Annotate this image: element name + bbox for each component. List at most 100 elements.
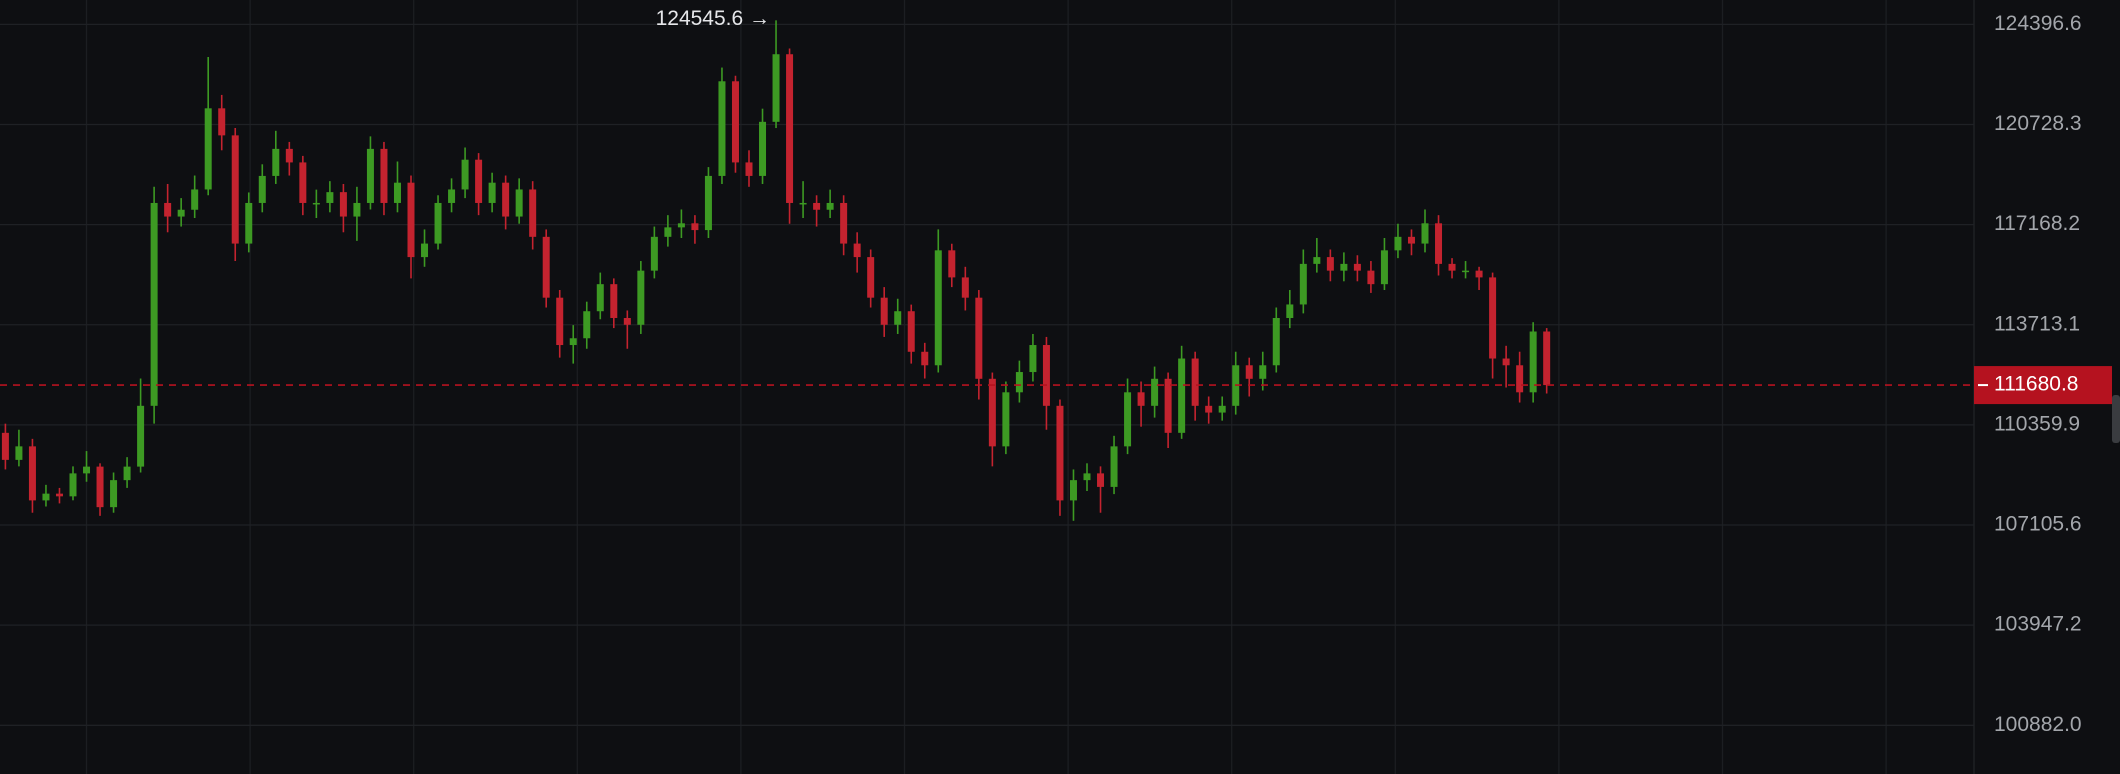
candle-body: [1340, 263, 1348, 271]
candle-body: [867, 257, 875, 298]
vertical-grid: [85, 0, 1887, 774]
candle-body: [164, 202, 172, 217]
candle-body: [1178, 358, 1186, 433]
candle-body: [434, 202, 442, 244]
candle-body: [1326, 257, 1334, 271]
candle-body: [380, 148, 388, 203]
candle-body: [1272, 317, 1280, 366]
candle-body: [28, 446, 36, 501]
candle-body: [475, 159, 483, 203]
candle-body: [759, 121, 767, 176]
candle-body: [894, 311, 902, 325]
candle-body: [1042, 345, 1050, 406]
candle-body: [1151, 378, 1159, 406]
candle-body: [1164, 378, 1172, 433]
candle-body: [1448, 263, 1456, 271]
candle-body: [488, 182, 496, 203]
candle-body: [718, 81, 726, 176]
scroll-handle[interactable]: [2112, 395, 2120, 443]
candle-body: [123, 466, 131, 481]
candle-body: [1245, 365, 1253, 379]
candle-body: [353, 202, 361, 217]
candle-body: [529, 189, 537, 237]
candle-body: [1543, 331, 1551, 386]
candle-body: [826, 202, 834, 210]
candle-body: [948, 250, 956, 278]
candle-body: [1475, 270, 1483, 278]
candle-body: [1218, 405, 1226, 413]
candle-body: [461, 159, 469, 190]
candle-body: [231, 135, 239, 244]
y-tick-label: 120728.3: [1994, 112, 2082, 135]
candle-body: [1353, 263, 1361, 271]
candle-body: [664, 227, 672, 237]
candle-body: [813, 202, 821, 210]
candle-body: [907, 311, 915, 352]
candle-body: [1299, 263, 1307, 305]
y-tick-label: 117168.2: [1994, 212, 2080, 235]
y-tick-label: 110359.9: [1994, 412, 2080, 435]
candle-body: [218, 108, 226, 136]
candle-body: [1110, 446, 1118, 487]
y-tick-label: 124396.6: [1994, 12, 2082, 35]
candle-body: [177, 209, 185, 217]
candle-body: [1205, 405, 1213, 413]
candle-body: [569, 338, 577, 346]
candle-body: [853, 243, 861, 258]
candle-body: [55, 493, 63, 497]
candle-body: [704, 175, 712, 231]
candle-body: [610, 284, 618, 318]
candle-body: [786, 54, 794, 203]
candle-body: [772, 54, 780, 122]
candle-body: [191, 189, 199, 210]
candle-body: [1394, 236, 1402, 251]
candle-body: [1407, 236, 1415, 244]
candle-body: [961, 277, 969, 298]
candle-body: [1124, 392, 1132, 447]
candle-body: [69, 473, 77, 497]
candle-body: [448, 189, 456, 203]
candle-body: [1286, 304, 1294, 318]
candle-body: [542, 236, 550, 298]
candle-body: [1529, 331, 1537, 393]
candle-body: [83, 466, 91, 474]
candle-body: [934, 250, 942, 366]
candle-body: [677, 223, 685, 228]
candle-body: [1462, 270, 1470, 273]
candle-body: [1380, 250, 1388, 285]
candle-body: [583, 311, 591, 339]
candle-body: [272, 148, 280, 176]
candle-body: [731, 81, 739, 163]
candle-body: [691, 223, 699, 231]
candle-body: [1015, 372, 1023, 393]
candle-body: [1083, 473, 1091, 481]
candle-body: [799, 202, 807, 205]
candle-body: [1435, 223, 1443, 264]
candle-body: [245, 202, 253, 244]
candle-body: [421, 243, 429, 258]
max-price-annotation: 124545.6 →: [656, 7, 770, 30]
candle-body: [1, 432, 9, 460]
candle-body: [1056, 405, 1064, 501]
candle-body: [1069, 480, 1077, 501]
candle-body: [1002, 392, 1010, 447]
candle-body: [96, 466, 104, 508]
candle-body: [1502, 358, 1510, 366]
candle-body: [988, 378, 996, 447]
candle-body: [366, 148, 374, 203]
candle-body: [1421, 223, 1429, 244]
candle-body: [596, 284, 604, 312]
candle-body: [393, 182, 401, 203]
candle-body: [623, 317, 631, 325]
candle-body: [921, 351, 929, 366]
candle-body: [326, 192, 334, 203]
candle-body: [258, 175, 266, 203]
candle-body: [745, 162, 753, 176]
candle-body: [110, 480, 118, 508]
candle-body: [407, 182, 415, 258]
candle-body: [42, 493, 50, 501]
candle-body: [1516, 365, 1524, 393]
